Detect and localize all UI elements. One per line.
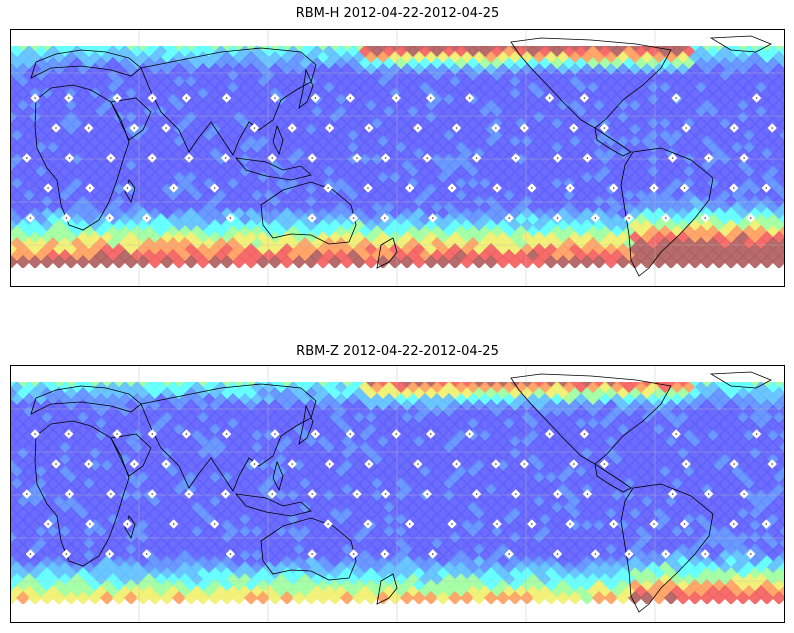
color-field	[11, 39, 784, 269]
map-canvas-rbm-z	[11, 366, 784, 622]
station-markers	[22, 93, 777, 223]
gridlines	[11, 366, 784, 622]
gridlines	[11, 30, 784, 286]
color-field	[11, 375, 784, 605]
panel-title-rbm-z: RBM-Z 2012-04-22-2012-04-25	[296, 344, 499, 359]
map-rbm-h	[10, 29, 785, 287]
panel-title-rbm-h: RBM-H 2012-04-22-2012-04-25	[295, 6, 500, 21]
map-rbm-z	[10, 365, 785, 623]
map-canvas-rbm-h	[11, 30, 784, 286]
station-markers	[22, 429, 777, 559]
